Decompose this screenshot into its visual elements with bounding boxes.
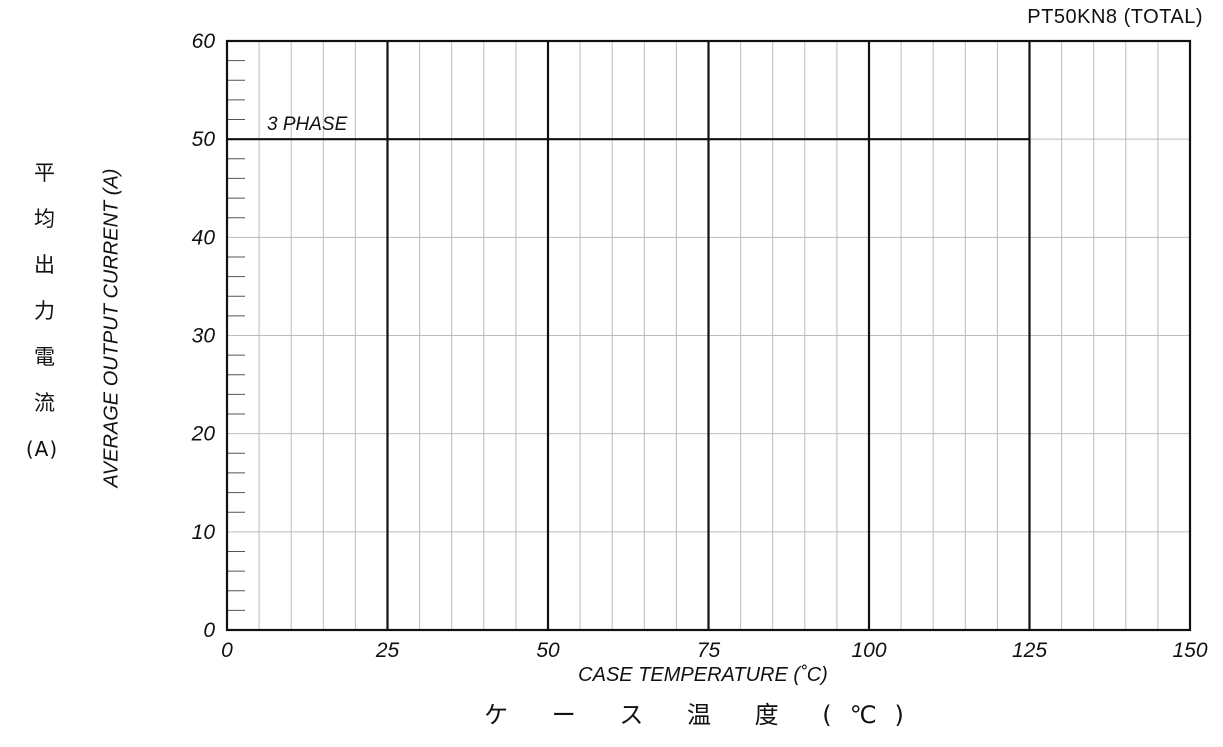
y-tick-label: 30 [192,325,216,348]
y-tick-label: 0 [203,619,215,642]
x-tick-label: 100 [851,639,886,662]
x-axis-label-japanese: ケ ー ス 温 度 (℃) [484,701,922,729]
y-tick-label: 40 [192,226,216,249]
x-axis-label: CASE TEMPERATURE (˚C) [578,664,828,686]
x-tick-label: 50 [536,639,560,662]
y-axis-label-jp-char: 均 [34,207,55,231]
plot-frame [225,39,1192,632]
y-axis-label-jp-char: 出 [34,253,55,277]
series-label: 3 PHASE [267,114,348,135]
y-axis-label-jp-char: 平 [34,161,55,185]
y-tick-label: 10 [192,521,216,544]
x-tick-label: 75 [697,639,721,662]
x-tick-label: 0 [221,639,233,662]
model-label: PT50KN8 (TOTAL) [1027,6,1203,28]
y-axis-label-jp-unit: (A) [25,437,59,461]
x-tick-label: 25 [375,639,400,662]
x-tick-label: 150 [1172,639,1207,662]
y-tick-label: 60 [192,30,216,53]
y-tick-label: 50 [192,128,216,151]
y-axis-label-japanese: 平 均 出 力 電 流 (A) [26,150,57,472]
x-tick-label: 125 [1012,639,1047,662]
y-axis-label-jp-char: 流 [34,391,55,415]
y-axis-label-jp-char: 力 [34,299,55,323]
y-tick-label: 20 [191,423,216,446]
y-axis-label-jp-char: 電 [34,345,55,369]
